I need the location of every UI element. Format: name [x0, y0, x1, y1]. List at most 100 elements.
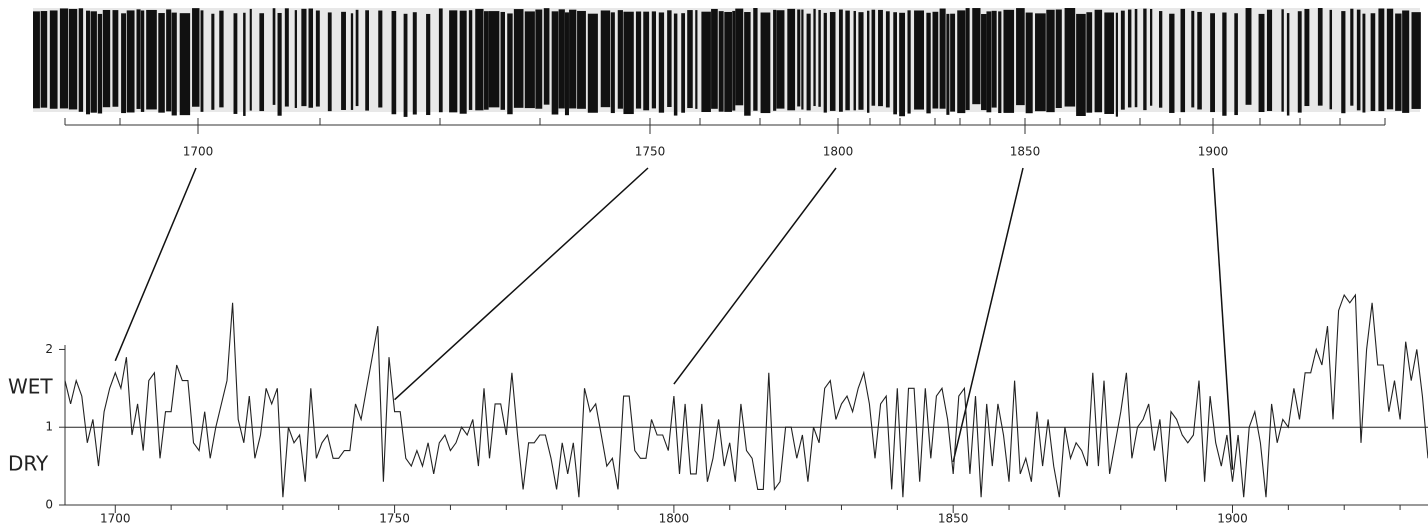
ring-stripe: [40, 11, 48, 108]
ring-stripe: [871, 9, 876, 106]
ring-stripe: [818, 9, 821, 107]
ring-stripe: [823, 12, 827, 113]
ring-stripe: [866, 10, 870, 113]
ring-stripe: [569, 9, 577, 109]
connector-line: [952, 167, 1024, 463]
data-line: [64, 293, 1428, 498]
ring-stripe: [1003, 9, 1015, 113]
ring-stripe: [735, 8, 744, 106]
ring-stripe: [1169, 13, 1175, 113]
ring-stripe: [991, 10, 997, 108]
ring-stripe: [564, 12, 569, 116]
ring-stripe: [112, 10, 119, 107]
ring-stripe: [623, 11, 634, 115]
ring-stripe: [315, 10, 320, 107]
ring-stripe: [981, 13, 987, 111]
ring-stripe: [524, 11, 535, 109]
x-tick-label: 1750: [379, 512, 410, 526]
ring-stripe: [1317, 8, 1323, 106]
ring-stripe: [885, 11, 890, 108]
ring-stripe: [211, 13, 215, 110]
ring-stripe: [1127, 9, 1132, 108]
ring-stripe: [643, 11, 650, 111]
ring-stripe: [1329, 9, 1333, 110]
ring-stripe: [468, 10, 473, 110]
ring-stripe: [617, 10, 623, 109]
ring-stripe: [284, 8, 289, 107]
ring-stripe: [1356, 9, 1361, 111]
y-tick-label: 0: [45, 498, 53, 512]
ring-stripe: [1411, 12, 1421, 109]
ring-stripe: [192, 8, 200, 107]
ring-stripe: [350, 13, 354, 110]
ring-stripe: [488, 11, 500, 108]
ring-stripe: [838, 9, 843, 112]
ring-stripe: [355, 9, 359, 107]
ring-stripe: [1341, 11, 1346, 114]
ring-stripe: [1055, 9, 1062, 108]
ring-scale-label: 1800: [823, 145, 854, 159]
ring-stripe: [459, 10, 467, 114]
ring-stripe: [998, 11, 1002, 114]
ring-stripe: [1143, 8, 1147, 111]
ring-stripe: [651, 11, 657, 109]
ring-stripe: [635, 11, 642, 109]
ring-stripe: [711, 8, 718, 109]
ring-stripe: [412, 12, 417, 115]
ring-stripe: [426, 13, 431, 116]
ring-stripe: [259, 13, 265, 112]
ring-stripe: [667, 10, 672, 108]
ring-stripe: [946, 13, 950, 115]
ring-stripe: [68, 8, 78, 110]
ring-stripe: [484, 11, 489, 110]
ring-stripe: [33, 11, 40, 109]
ring-stripe: [551, 11, 559, 115]
ring-stripe: [277, 12, 282, 116]
ring-stripe: [1362, 13, 1366, 113]
ring-stripe: [801, 9, 804, 110]
ring-stripe: [1266, 9, 1273, 111]
ring-stripe: [1386, 8, 1394, 110]
ring-stripe: [59, 8, 69, 109]
ring-stripe: [179, 13, 191, 116]
ring-stripe: [158, 13, 165, 113]
ring-stripe: [535, 9, 543, 109]
ring-stripe: [687, 10, 693, 109]
ring-stripe: [681, 13, 686, 113]
ring-stripe: [1197, 11, 1202, 110]
ring-scale-label: 1850: [1010, 145, 1041, 159]
ring-stripe: [950, 13, 956, 112]
ring-stripe: [507, 13, 513, 115]
ring-stripe: [1104, 12, 1115, 114]
ring-stripe: [327, 12, 332, 112]
ring-stripe: [1191, 10, 1195, 108]
ring-stripe: [1304, 8, 1310, 107]
ring-stripe: [1086, 12, 1093, 113]
ring-stripe: [744, 12, 751, 116]
ring-stripe: [797, 9, 801, 107]
ring-stripe: [403, 13, 408, 117]
ring-scale-label: 1700: [183, 145, 214, 159]
ring-stripe: [513, 9, 524, 108]
ring-stripe: [365, 10, 370, 111]
ring-stripe: [136, 9, 141, 109]
ring-stripe: [926, 12, 931, 114]
ring-stripe: [301, 8, 307, 107]
ring-stripe: [1016, 8, 1025, 106]
ring-stripe: [1046, 9, 1055, 113]
ring-stripe: [308, 8, 314, 108]
ring-stripe: [1115, 12, 1118, 117]
ring-stripe: [475, 8, 484, 111]
ring-stripe: [1402, 10, 1410, 113]
ring-stripe: [272, 8, 276, 105]
ring-stripe: [543, 8, 550, 105]
ring-stripe: [249, 8, 252, 111]
ring-stripe: [878, 9, 883, 107]
ring-stripe: [932, 11, 939, 109]
ring-stripe: [587, 13, 598, 113]
ring-scale-label: 1750: [635, 145, 666, 159]
ring-stripe: [146, 9, 157, 110]
ring-stripe: [1025, 12, 1033, 114]
ring-stripe: [899, 12, 906, 117]
